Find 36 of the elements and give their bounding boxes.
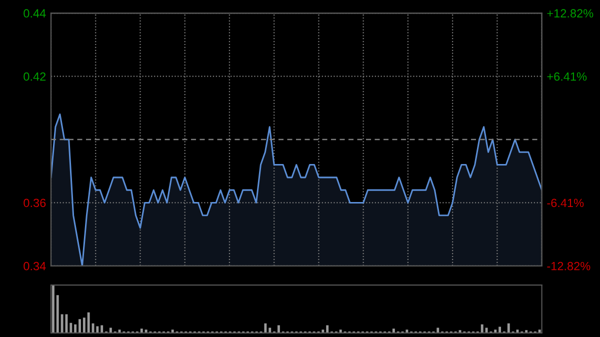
bar bbox=[70, 322, 72, 333]
bar bbox=[118, 330, 121, 333]
bar bbox=[87, 312, 90, 333]
bar bbox=[507, 323, 510, 333]
bar bbox=[498, 326, 502, 333]
bar bbox=[538, 330, 541, 333]
bar bbox=[171, 330, 174, 333]
y2-tick-label: +6.41% bbox=[547, 72, 587, 81]
bar bbox=[436, 328, 440, 333]
bar bbox=[322, 330, 324, 333]
bar bbox=[144, 330, 148, 333]
y-tick-label: 0.36 bbox=[24, 198, 46, 208]
y-tick-label: 0.42 bbox=[24, 72, 46, 81]
bar bbox=[278, 325, 280, 333]
bar bbox=[480, 324, 484, 333]
bar bbox=[60, 314, 64, 333]
bar bbox=[339, 330, 342, 333]
bar bbox=[264, 323, 267, 333]
bar bbox=[392, 328, 395, 333]
bar bbox=[56, 295, 59, 333]
bar bbox=[326, 325, 329, 333]
bar bbox=[74, 324, 77, 333]
bar bbox=[78, 319, 81, 333]
y2-tick-label: -6.41% bbox=[547, 198, 584, 208]
y-tick-label: 0.44 bbox=[24, 9, 46, 18]
bar bbox=[96, 326, 99, 333]
bar bbox=[494, 330, 497, 333]
bar bbox=[109, 328, 112, 333]
bar bbox=[140, 328, 143, 333]
bar bbox=[100, 325, 104, 333]
y2-tick-label: +12.82% bbox=[547, 9, 594, 18]
bar bbox=[82, 318, 86, 333]
y2-tick-label: -12.82% bbox=[547, 262, 590, 270]
y-tick-label: 0.34 bbox=[24, 262, 46, 270]
bar bbox=[268, 328, 272, 333]
bar bbox=[406, 330, 408, 333]
